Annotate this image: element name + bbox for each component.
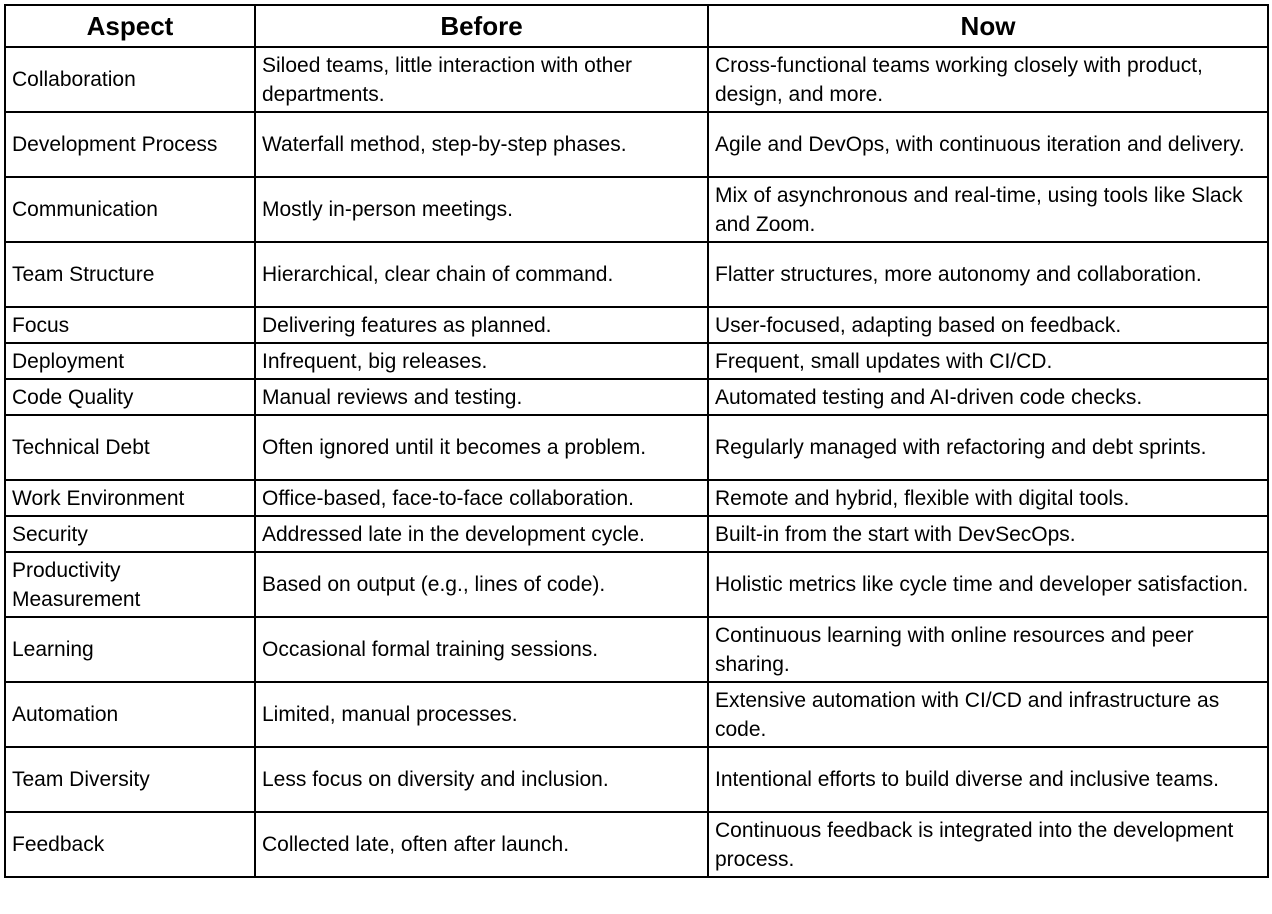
cell-before: Waterfall method, step-by-step phases. bbox=[254, 111, 709, 178]
cell-before: Siloed teams, little interaction with ot… bbox=[254, 46, 709, 113]
table-row: Technical Debt Often ignored until it bec… bbox=[4, 414, 1269, 481]
cell-aspect: Feedback bbox=[4, 811, 256, 878]
comparison-table: Aspect Before Now Collaboration Siloed te… bbox=[4, 4, 1269, 878]
cell-aspect: Focus bbox=[4, 306, 256, 344]
cell-aspect: Productivity Measurement bbox=[4, 551, 256, 618]
cell-before: Delivering features as planned. bbox=[254, 306, 709, 344]
cell-before: Less focus on diversity and inclusion. bbox=[254, 746, 709, 813]
cell-now: Extensive automation with CI/CD and infr… bbox=[707, 681, 1269, 748]
cell-now: Built-in from the start with DevSecOps. bbox=[707, 515, 1269, 553]
cell-before: Addressed late in the development cycle. bbox=[254, 515, 709, 553]
cell-aspect: Collaboration bbox=[4, 46, 256, 113]
table-row: Automation Limited, manual processes. Exte… bbox=[4, 681, 1269, 748]
cell-now: Agile and DevOps, with continuous iterat… bbox=[707, 111, 1269, 178]
cell-now: Automated testing and AI-driven code che… bbox=[707, 378, 1269, 416]
cell-aspect: Team Diversity bbox=[4, 746, 256, 813]
cell-now: Cross-functional teams working closely w… bbox=[707, 46, 1269, 113]
cell-before: Collected late, often after launch. bbox=[254, 811, 709, 878]
table-row: Development Process Waterfall method, ste… bbox=[4, 111, 1269, 178]
cell-aspect: Learning bbox=[4, 616, 256, 683]
cell-before: Often ignored until it becomes a problem… bbox=[254, 414, 709, 481]
cell-now: Holistic metrics like cycle time and dev… bbox=[707, 551, 1269, 618]
cell-before: Limited, manual processes. bbox=[254, 681, 709, 748]
cell-now: User-focused, adapting based on feedback… bbox=[707, 306, 1269, 344]
cell-aspect: Team Structure bbox=[4, 241, 256, 308]
cell-aspect: Deployment bbox=[4, 342, 256, 380]
cell-now: Continuous learning with online resource… bbox=[707, 616, 1269, 683]
cell-before: Mostly in-person meetings. bbox=[254, 176, 709, 243]
cell-before: Infrequent, big releases. bbox=[254, 342, 709, 380]
table-row: Code Quality Manual reviews and testing. A… bbox=[4, 378, 1269, 416]
table-row: Productivity Measurement Based on output … bbox=[4, 551, 1269, 618]
header-row: Aspect Before Now bbox=[4, 4, 1269, 48]
cell-before: Occasional formal training sessions. bbox=[254, 616, 709, 683]
header-aspect: Aspect bbox=[4, 4, 256, 48]
cell-now: Regularly managed with refactoring and d… bbox=[707, 414, 1269, 481]
cell-aspect: Technical Debt bbox=[4, 414, 256, 481]
table-row: Focus Delivering features as planned. User… bbox=[4, 306, 1269, 344]
cell-before: Manual reviews and testing. bbox=[254, 378, 709, 416]
table-row: Communication Mostly in-person meetings. M… bbox=[4, 176, 1269, 243]
table-row: Security Addressed late in the developmen… bbox=[4, 515, 1269, 553]
cell-before: Office-based, face-to-face collaboration… bbox=[254, 479, 709, 517]
table-row: Deployment Infrequent, big releases. Frequ… bbox=[4, 342, 1269, 380]
table-row: Collaboration Siloed teams, little intera… bbox=[4, 46, 1269, 113]
table-row: Work Environment Office-based, face-to-fa… bbox=[4, 479, 1269, 517]
table-row: Feedback Collected late, often after laun… bbox=[4, 811, 1269, 878]
cell-before: Hierarchical, clear chain of command. bbox=[254, 241, 709, 308]
cell-now: Continuous feedback is integrated into t… bbox=[707, 811, 1269, 878]
cell-aspect: Communication bbox=[4, 176, 256, 243]
cell-before: Based on output (e.g., lines of code). bbox=[254, 551, 709, 618]
cell-now: Mix of asynchronous and real-time, using… bbox=[707, 176, 1269, 243]
cell-aspect: Security bbox=[4, 515, 256, 553]
cell-aspect: Code Quality bbox=[4, 378, 256, 416]
cell-now: Frequent, small updates with CI/CD. bbox=[707, 342, 1269, 380]
cell-now: Remote and hybrid, flexible with digital… bbox=[707, 479, 1269, 517]
cell-aspect: Automation bbox=[4, 681, 256, 748]
cell-now: Flatter structures, more autonomy and co… bbox=[707, 241, 1269, 308]
cell-now: Intentional efforts to build diverse and… bbox=[707, 746, 1269, 813]
table-row: Learning Occasional formal training sessi… bbox=[4, 616, 1269, 683]
header-before: Before bbox=[254, 4, 709, 48]
table-row: Team Diversity Less focus on diversity an… bbox=[4, 746, 1269, 813]
cell-aspect: Development Process bbox=[4, 111, 256, 178]
table-row: Team Structure Hierarchical, clear chain … bbox=[4, 241, 1269, 308]
cell-aspect: Work Environment bbox=[4, 479, 256, 517]
header-now: Now bbox=[707, 4, 1269, 48]
